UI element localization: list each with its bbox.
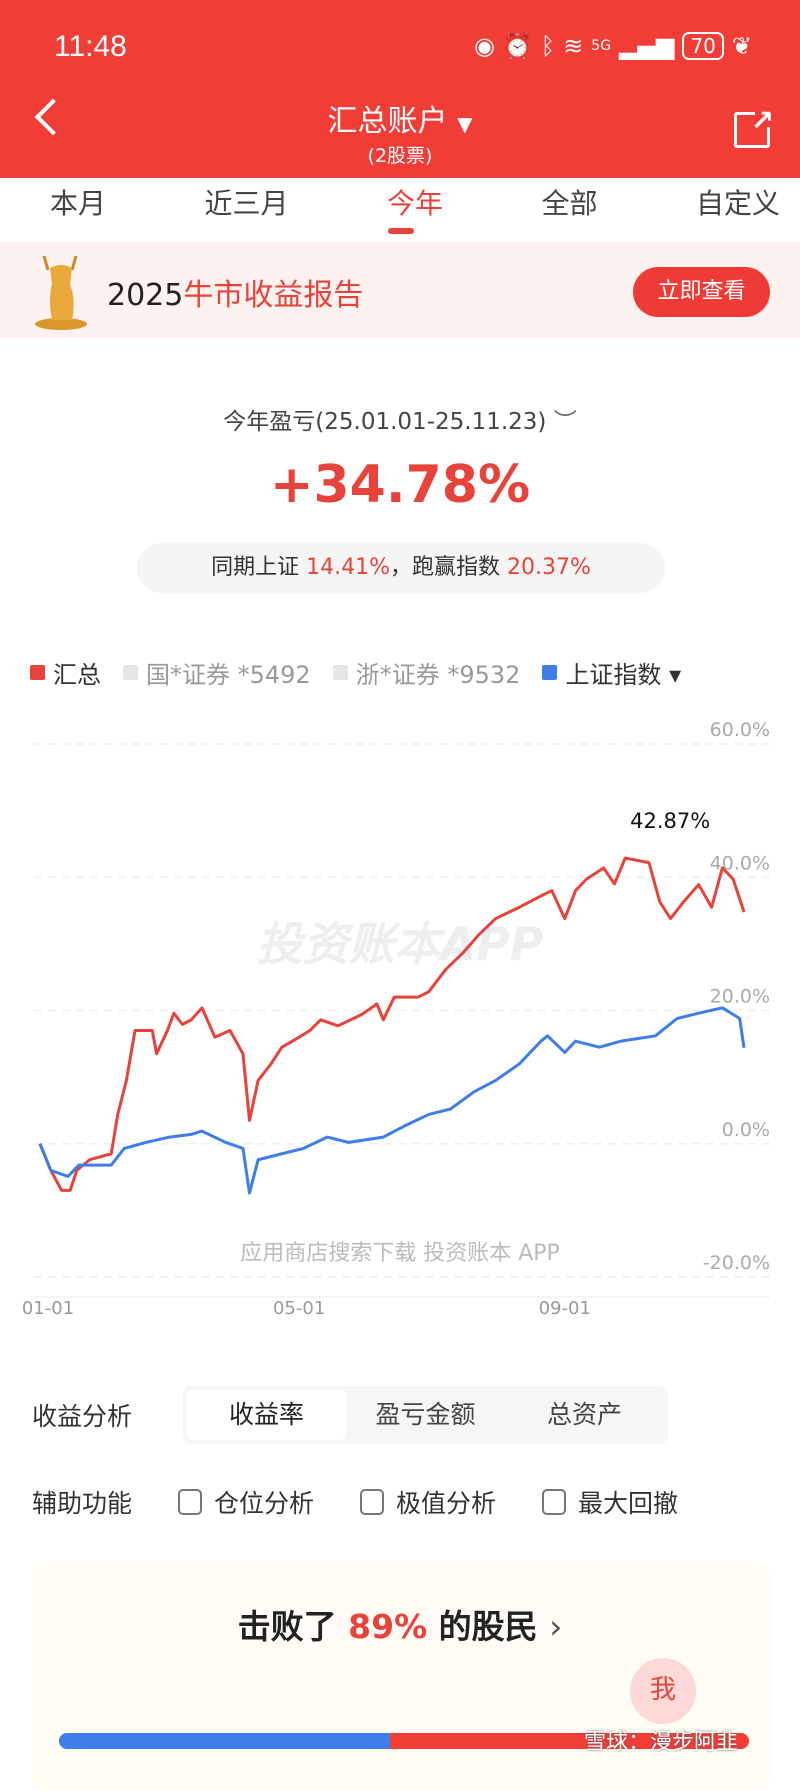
rank-headline[interactable]: 击败了 89% 的股民 › [0,1600,800,1648]
hide-eye-icon[interactable]: ︶ [553,409,577,435]
tab-three-months[interactable]: 近三月 [204,187,289,220]
leaf-icon: ❦ [731,32,752,60]
legend-total[interactable]: 汇总 [30,655,101,690]
chevron-right-icon: › [549,1607,563,1646]
me-marker: 我 [630,1658,696,1724]
rank-prefix: 击败了 [237,1607,337,1646]
account-selector[interactable]: 汇总账户 ▼ [0,96,800,140]
seg-return-rate[interactable]: 收益率 [187,1390,346,1440]
y-tick-label: 20.0% [710,986,770,1008]
analysis-segment: 收益率 盈亏金额 总资产 [183,1386,668,1444]
x-tick-label: 01-01 [22,1298,74,1319]
battery-level: 70 [682,32,724,60]
series-line-total [38,856,746,1192]
y-tick-label: 0.0% [722,1119,770,1141]
checkbox-label: 仓位分析 [214,1489,315,1518]
tab-this-month[interactable]: 本月 [50,187,107,220]
banner-title: 2025牛市收益报告 [107,270,363,314]
legend-broker-1[interactable]: 国*证券 *5492 [123,655,311,690]
period-tabs: 本月 近三月 今年 全部 自定义 [0,178,800,242]
legend-swatch [542,665,558,680]
legend-label: 国*证券 *5492 [146,661,311,689]
page-subtitle: (2股票) [367,145,433,167]
share-icon: ↗ [750,104,774,137]
checkbox-label: 最大回撤 [578,1489,679,1518]
legend-swatch [332,665,348,680]
aux-options: 仓位分析 极值分析 最大回撤 [178,1484,678,1520]
status-icons: ◉ ⏰ ᛒ ≋ 5G ▂▄▆ 70 ❦ [474,32,752,60]
legend-broker-2[interactable]: 浙*证券 *9532 [332,655,521,690]
max-value-label: 42.87% [630,809,710,833]
legend-label: 浙*证券 *9532 [355,661,521,689]
aux-label: 辅助功能 [32,1489,133,1518]
checkbox-icon [542,1489,567,1515]
index-compare: 同期上证 14.41%，跑赢指数 20.37% [137,543,665,593]
wifi-icon: ≋ [563,32,584,60]
compare-prefix: 同期上证 [211,555,300,580]
network-label: 5G [591,38,612,54]
compare-mid: ，跑赢指数 [390,555,501,580]
eye-icon: ◉ [473,32,495,60]
y-tick-label: 60.0% [710,720,770,741]
pl-value: +34.78% [269,455,531,515]
banner-text: 牛市收益报告 [183,278,364,313]
banner-year: 2025 [107,278,184,313]
app-header [0,0,800,178]
signal-icon: ▂▄▆ [619,32,675,60]
pl-period: 今年盈亏(25.01.01-25.11.23) [223,409,547,435]
index-return: 14.41% [306,555,390,580]
watermark-download: 应用商店搜索下载 投资账本 APP [240,1241,560,1266]
bluetooth-icon: ᛒ [540,32,556,60]
legend-label: 汇总 [53,661,101,689]
legend-index[interactable]: 上证指数 ▾ [542,655,681,690]
pl-label: 今年盈亏(25.01.01-25.11.23) ︶ [0,402,800,436]
series-line-index [38,1006,746,1195]
watermark: 投资账本APP [256,917,543,971]
analysis-label: 收益分析 [32,1402,133,1431]
rank-suffix: 的股民 [438,1607,538,1646]
position-analysis-checkbox[interactable]: 仓位分析 [178,1484,314,1520]
checkbox-icon [360,1489,385,1515]
legend-swatch [123,665,138,680]
checkbox-icon [178,1489,202,1515]
bull-icon [35,255,87,330]
tab-all[interactable]: 全部 [541,187,598,220]
y-tick-label: -20.0% [703,1252,770,1274]
tab-this-year[interactable]: 今年 [386,187,443,220]
extreme-analysis-checkbox[interactable]: 极值分析 [360,1484,496,1520]
chart-legend: 汇总 国*证券 *5492 浙*证券 *9532 上证指数 ▾ [30,655,681,690]
rank-bar-blue [59,1733,391,1749]
alarm-icon: ⏰ [502,32,533,60]
x-tick-label: 09-01 [539,1298,591,1319]
return-chart[interactable]: 投资账本APP 应用商店搜索下载 投资账本 APP 60.0% 40.0% 20.0… [0,720,800,1330]
share-button[interactable] [734,109,773,148]
active-tab-indicator [388,228,414,234]
seg-total-assets[interactable]: 总资产 [546,1400,622,1429]
page-title: 汇总账户 [327,104,448,139]
y-tick-label: 40.0% [710,852,770,874]
max-drawdown-checkbox[interactable]: 最大回撤 [542,1484,678,1520]
x-tick-label: 05-01 [273,1298,325,1319]
dropdown-icon: ▼ [457,112,473,136]
legend-swatch [30,665,45,680]
rank-percent: 89% [348,1607,428,1646]
legend-label: 上证指数 ▾ [565,661,682,689]
tab-custom[interactable]: 自定义 [695,187,780,220]
xueqiu-watermark: 雪球：漫步阿韭 [584,1730,739,1755]
excess-return: 20.37% [507,555,591,580]
status-time: 11:48 [54,30,127,63]
rank-bar [59,1733,749,1749]
view-now-button[interactable]: 立即查看 [633,267,770,317]
checkbox-label: 极值分析 [396,1489,497,1518]
seg-pl-amount[interactable]: 盈亏金额 [375,1400,476,1429]
